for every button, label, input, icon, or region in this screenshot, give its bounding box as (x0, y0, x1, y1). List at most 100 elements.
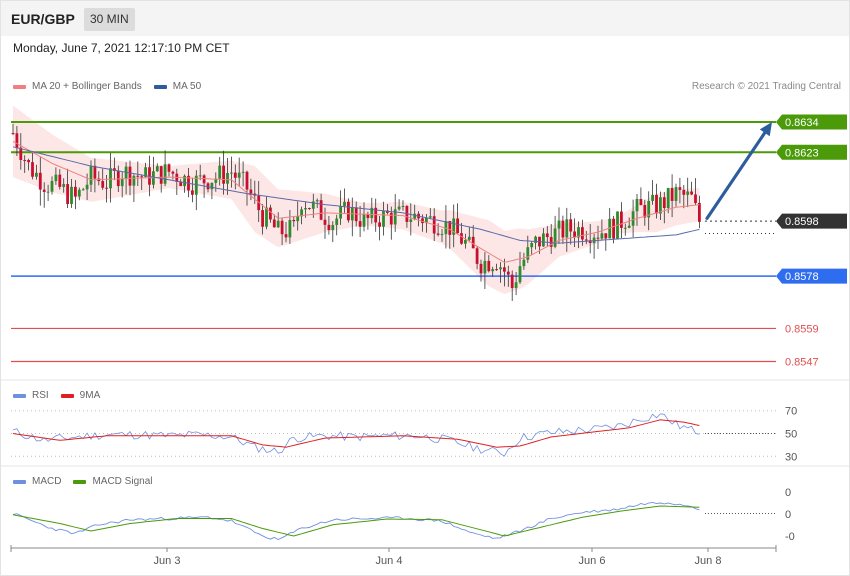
candle-body (581, 227, 584, 240)
candle-body (655, 194, 658, 214)
candle-body (155, 166, 159, 172)
rsi-legend: RSI 9MA (13, 390, 112, 401)
chart-header: EUR/GBP 30 MIN (1, 1, 849, 36)
candle-body (674, 187, 678, 201)
candle-body (159, 166, 163, 184)
candle-body (542, 233, 545, 247)
candle-body (440, 234, 444, 236)
candle-body (573, 231, 576, 238)
candlesticks (11, 123, 701, 301)
candle-body (389, 212, 393, 225)
candle-body (198, 175, 202, 177)
legend-swatch-rsi-ma (60, 393, 74, 398)
legend-swatch-ma20 (13, 84, 26, 89)
candle-body (183, 175, 186, 187)
level-tag-0.8598 (776, 213, 847, 229)
candle-body (327, 224, 331, 231)
candle-body (214, 178, 218, 183)
candle-body (662, 197, 666, 209)
candle-body (588, 240, 592, 244)
candle-body (467, 236, 471, 240)
legend-swatch-macd (13, 479, 26, 484)
level-tag-0.8623 (776, 144, 847, 160)
candle-body (11, 133, 15, 135)
candle-body (374, 207, 378, 223)
main-legend: MA 20 + Bollinger Bands MA 50 (13, 81, 213, 92)
candle-body (448, 221, 452, 235)
candle-body (128, 166, 132, 186)
candle-body (421, 218, 424, 224)
candle-body (319, 200, 323, 220)
candle-body (487, 260, 491, 272)
candle-body (503, 267, 506, 272)
candle-body (659, 197, 662, 214)
level-tag-text-0.8578: 0.8578 (785, 271, 819, 283)
candle-body (678, 187, 682, 190)
candle-body (475, 248, 479, 264)
projection-arrow-shaft (705, 126, 770, 220)
candle-body (233, 172, 237, 178)
candle-body (269, 207, 272, 220)
candle-body (89, 165, 93, 185)
candle-body (46, 191, 50, 193)
candle-body (514, 282, 518, 289)
candle-body (370, 207, 374, 219)
candle-body (77, 189, 81, 197)
candle-body (288, 219, 292, 238)
candle-body (647, 200, 651, 218)
candle-body (620, 211, 623, 228)
candle-body (428, 216, 432, 218)
candle-body (495, 269, 498, 271)
timeframe-badge[interactable]: 30 MIN (84, 8, 135, 31)
candle-body (499, 267, 502, 270)
candle-body (315, 200, 319, 202)
macd-tick-0: 0 (785, 487, 791, 499)
candle-body (522, 259, 526, 267)
candle-body (50, 181, 54, 192)
candle-body (471, 236, 475, 249)
candle-body (596, 237, 600, 239)
candle-body (323, 219, 327, 225)
legend-swatch-rsi (13, 393, 26, 398)
candle-body (526, 247, 530, 260)
candle-body (265, 207, 268, 227)
candle-body (70, 186, 73, 204)
legend-item-macd-signal: MACD Signal (73, 476, 152, 487)
candle-body (452, 218, 456, 235)
candle-body (483, 260, 487, 274)
candle-body (81, 189, 85, 191)
candle-body (393, 209, 397, 225)
legend-label-macd-signal: MACD Signal (92, 476, 153, 487)
candle-body (343, 201, 346, 207)
macd-tick-2: -0 (785, 531, 795, 543)
candle-body (479, 263, 483, 274)
candle-body (144, 167, 147, 177)
candle-body (518, 266, 522, 283)
legend-label-rsi-ma: 9MA (79, 390, 101, 401)
candle-body (694, 194, 697, 203)
macd-signal-line (12, 505, 700, 537)
rsi-line (12, 413, 700, 457)
time-label-3: Jun 8 (695, 555, 722, 567)
candle-body (132, 175, 136, 186)
bollinger-band (13, 105, 700, 294)
legend-label-rsi: RSI (32, 390, 49, 401)
candle-body (623, 227, 627, 229)
candle-body (113, 168, 116, 171)
candle-body (577, 227, 580, 238)
candle-body (565, 219, 569, 238)
candle-body (93, 165, 97, 179)
candle-body (85, 184, 89, 190)
level-tag-0.8578 (776, 268, 847, 284)
symbol-title: EUR/GBP (11, 11, 75, 27)
candle-body (191, 190, 194, 195)
candle-body (397, 206, 401, 210)
macd-line (12, 501, 700, 541)
candle-body (510, 274, 514, 289)
legend-item-rsi-ma: 9MA (60, 390, 101, 401)
chart-datetime: Monday, June 7, 2021 12:17:10 PM CET (13, 41, 230, 55)
candle-body (686, 191, 690, 195)
candle-body (639, 198, 643, 206)
candle-body (409, 219, 413, 222)
